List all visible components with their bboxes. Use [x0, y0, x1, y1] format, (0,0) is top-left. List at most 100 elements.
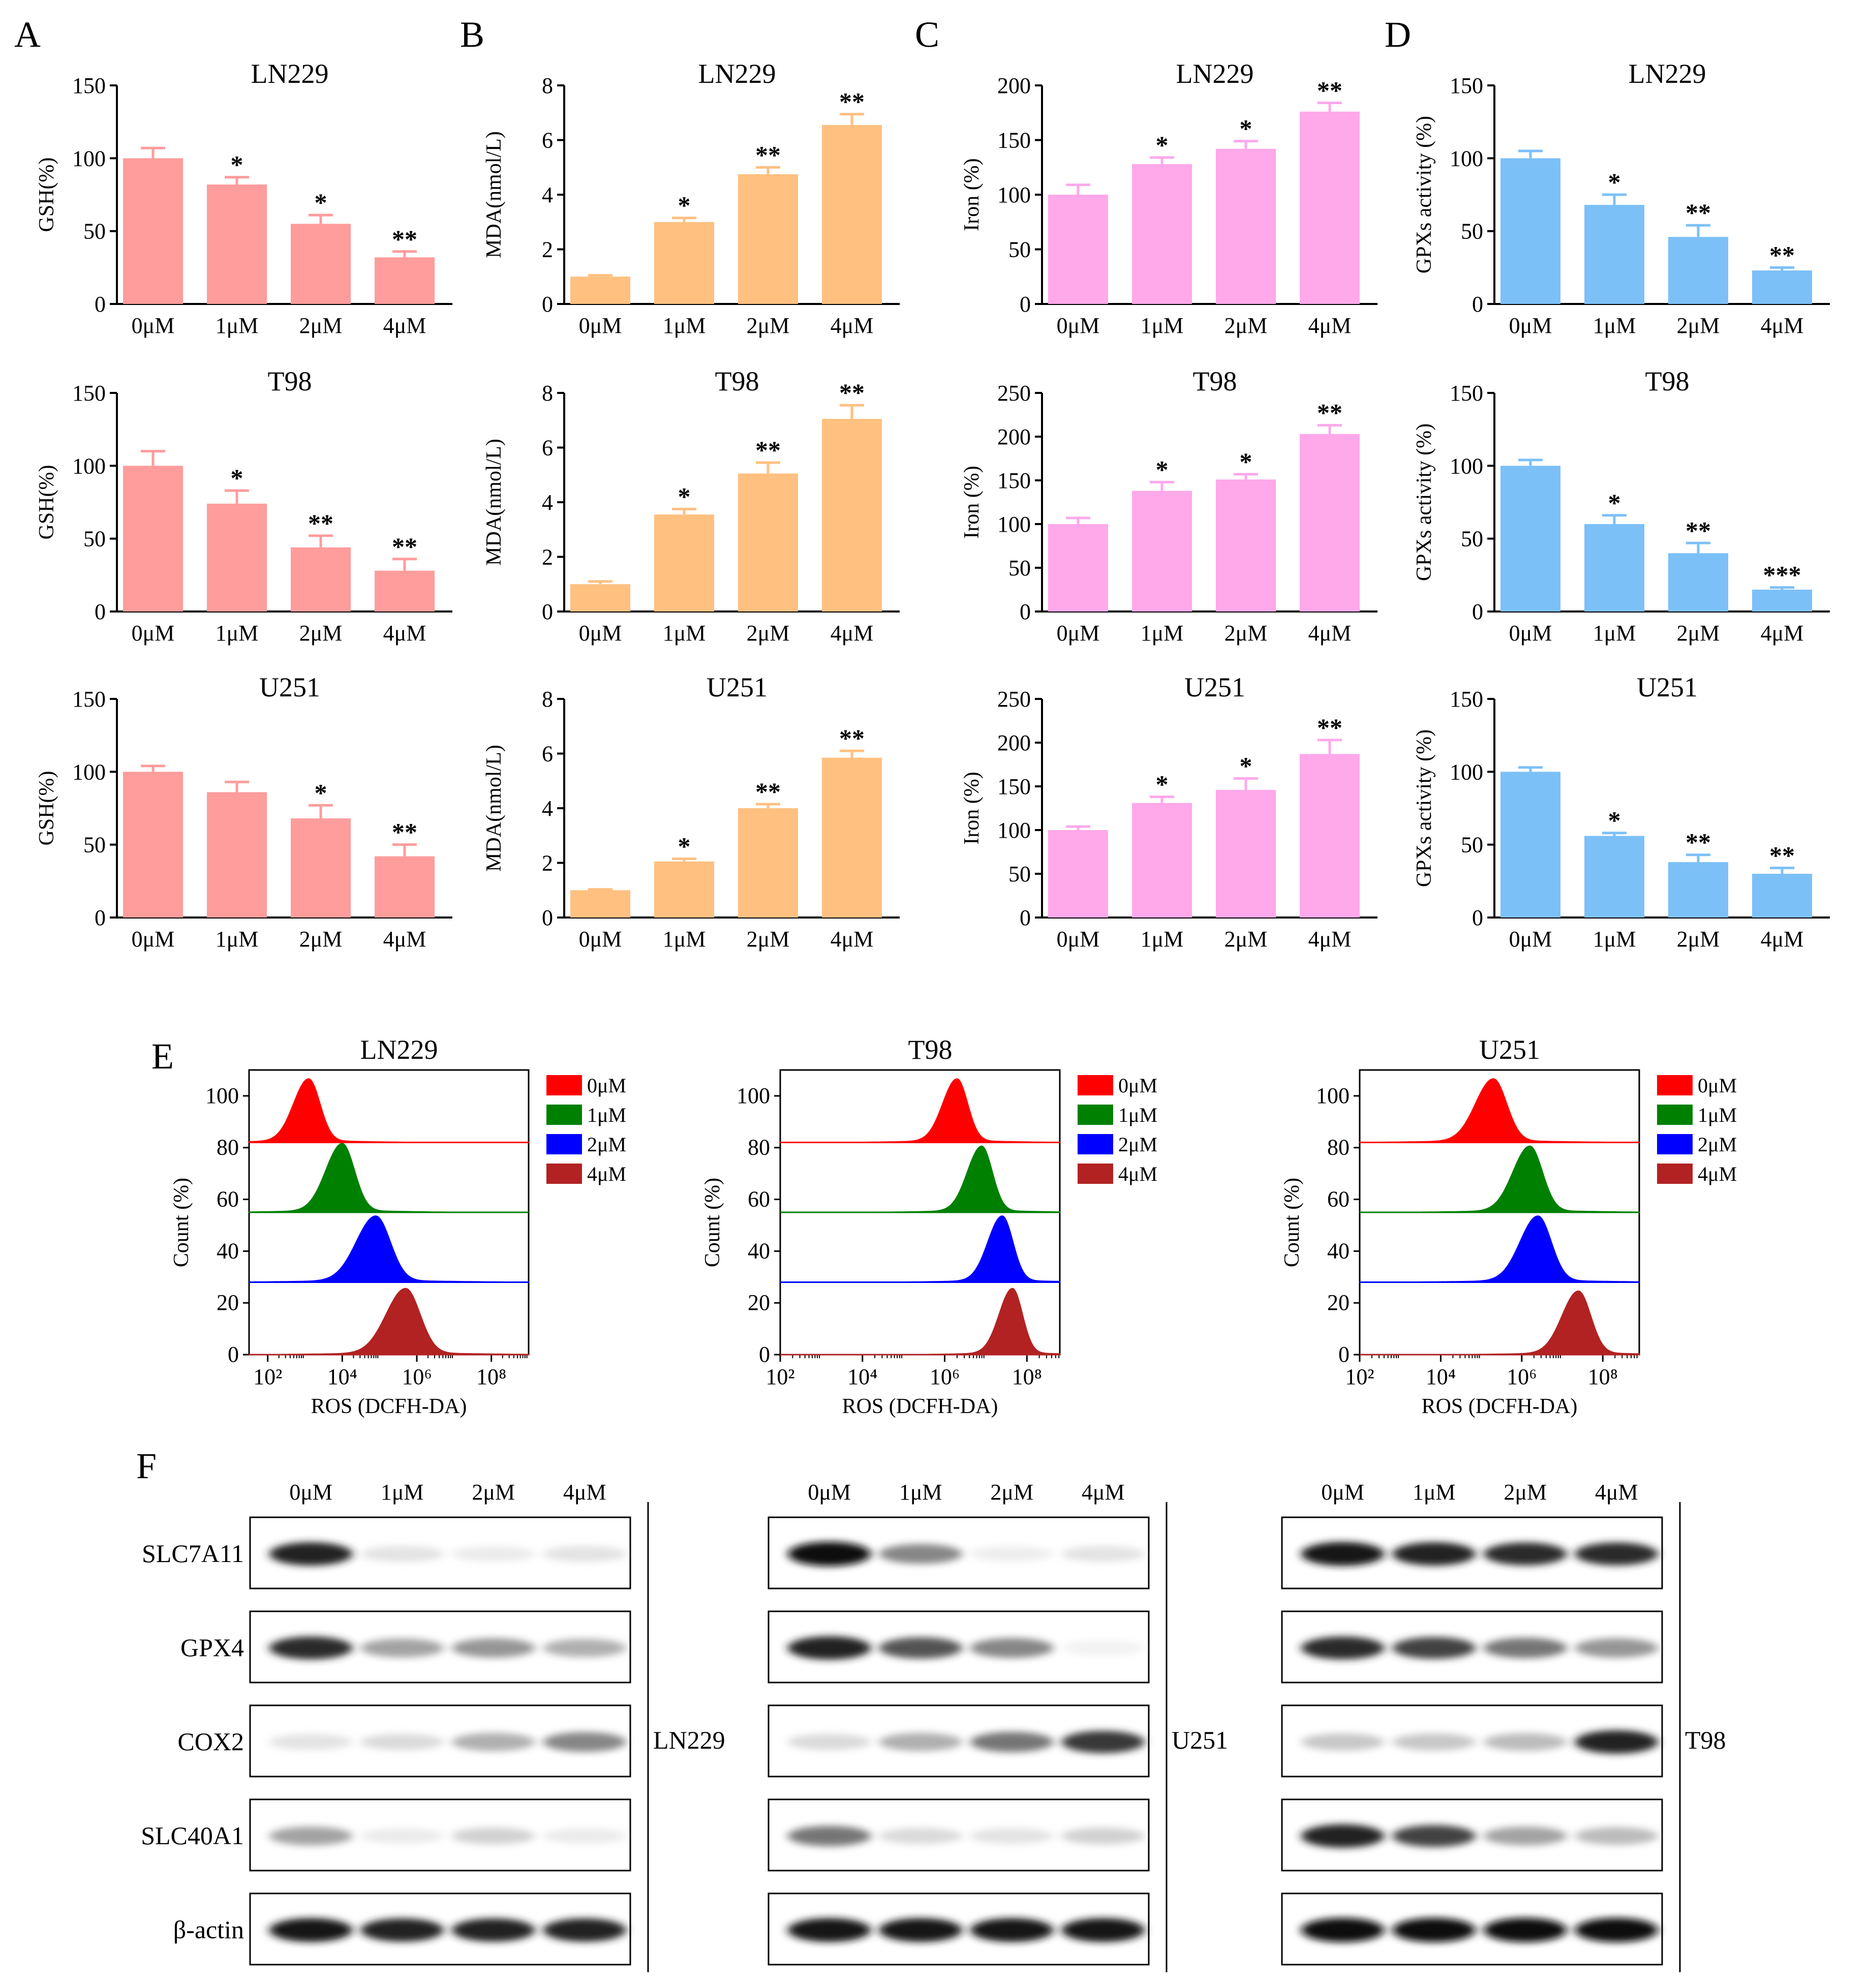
x-tick-label: 10⁶ [402, 1364, 432, 1389]
x-tick-label: 2μM [747, 621, 790, 646]
x-tick-label: 1μM [216, 927, 259, 952]
bar-0 [570, 890, 630, 917]
significance-mark: * [1240, 752, 1252, 780]
x-tick-label: 1μM [663, 927, 706, 952]
y-tick-label: 80 [748, 1135, 770, 1160]
bar-2 [1668, 237, 1728, 304]
bar-0 [570, 584, 630, 611]
panel-letter-e: E [151, 1036, 174, 1077]
y-tick-label: 60 [748, 1187, 770, 1212]
band [451, 1733, 535, 1751]
band [269, 1826, 353, 1846]
lane-label: 0μM [1321, 1480, 1364, 1505]
x-tick-label: 1μM [663, 313, 706, 338]
band [360, 1638, 444, 1658]
x-tick-label: 10⁶ [1507, 1364, 1537, 1389]
band [451, 1638, 535, 1658]
band [1483, 1638, 1567, 1658]
bar-1 [207, 184, 267, 304]
significance-mark: * [678, 191, 691, 220]
x-tick-label: 4μM [1308, 313, 1352, 338]
significance-mark: * [1156, 455, 1169, 483]
x-tick-label: 10⁸ [1012, 1364, 1042, 1389]
significance-mark: *** [1763, 561, 1801, 589]
histogram-1 [780, 1145, 1060, 1213]
lane-label: 0μM [808, 1480, 851, 1505]
y-tick-label: 0 [542, 905, 553, 930]
blot-cell-line-label: U251 [1172, 1726, 1228, 1754]
legend-label: 0μM [587, 1074, 626, 1097]
y-tick-label: 150 [72, 687, 106, 712]
y-tick-label: 150 [997, 468, 1031, 493]
chart-e-u251: 0 20 40 60 80 100 10² 10⁴ 10⁶ 10⁸ Count (%) ROS (DC… [1280, 1034, 1737, 1418]
y-tick-label: 6 [542, 128, 553, 153]
chart-c-ln229: 0 50 100 150 200 Iron (%) LN229 0μM * 1μM * 2μM ** 4μ… [960, 58, 1377, 338]
y-axis-label: MDA(nmol/L) [482, 439, 506, 566]
bar-2 [291, 818, 351, 917]
y-tick-label: 200 [997, 730, 1031, 755]
bar-2 [1216, 148, 1276, 304]
band [970, 1918, 1054, 1942]
legend-swatch-0 [1657, 1075, 1693, 1095]
bar-1 [207, 503, 267, 611]
y-tick-label: 0 [542, 599, 553, 624]
band [1061, 1640, 1145, 1656]
band [1301, 1542, 1385, 1566]
legend-label: 2μM [1118, 1133, 1157, 1156]
y-tick-label: 80 [1327, 1135, 1350, 1160]
band [1061, 1546, 1145, 1562]
blot-u251: 0μM 1μM 2μM 4μM U251 [768, 1480, 1228, 1972]
band [787, 1918, 871, 1942]
legend-label: 1μM [587, 1104, 626, 1126]
histogram-3 [780, 1288, 1060, 1355]
band [879, 1544, 963, 1564]
band [1061, 1918, 1145, 1942]
x-tick-label: 10² [765, 1364, 794, 1389]
protein-label: GPX4 [180, 1633, 244, 1662]
y-tick-label: 100 [1450, 453, 1483, 478]
significance-mark: ** [839, 724, 865, 752]
band [787, 1636, 871, 1660]
y-tick-label: 0 [1472, 292, 1483, 317]
y-tick-label: 60 [217, 1187, 239, 1212]
bar-0 [1048, 524, 1108, 611]
bar-1 [207, 792, 267, 917]
bar-3 [1300, 111, 1360, 304]
bar-1 [654, 861, 714, 917]
blot-cell-line-label: T98 [1685, 1726, 1726, 1754]
y-axis-label: GSH(%) [35, 465, 58, 540]
band [1575, 1827, 1659, 1845]
x-tick-label: 0μM [1509, 927, 1552, 952]
x-tick-label: 1μM [1141, 621, 1184, 646]
y-tick-label: 100 [737, 1083, 770, 1108]
bar-2 [1668, 553, 1728, 611]
y-tick-label: 150 [1450, 73, 1483, 98]
band [543, 1639, 627, 1657]
y-tick-label: 100 [72, 453, 106, 478]
y-tick-label: 150 [72, 73, 106, 98]
band [879, 1828, 963, 1844]
significance-mark: * [1608, 168, 1621, 196]
y-tick-label: 8 [542, 381, 553, 406]
y-tick-label: 100 [1450, 759, 1483, 784]
x-tick-label: 1μM [1141, 313, 1184, 338]
y-axis-label: Count (%) [170, 1178, 193, 1267]
significance-mark: ** [392, 532, 417, 561]
y-tick-label: 150 [72, 381, 106, 406]
band [970, 1638, 1054, 1658]
significance-mark: * [1608, 488, 1621, 517]
bar-1 [1584, 836, 1644, 917]
x-tick-label: 4μM [831, 621, 874, 646]
legend-swatch-2 [1078, 1134, 1113, 1154]
chart-a-t98: 0 50 100 150 GSH(%) T98 0μM * 1μM ** 2μM ** 4μM [35, 366, 452, 646]
band [1483, 1826, 1567, 1846]
y-axis-label: GPXs activity (%) [1413, 423, 1436, 581]
x-tick-label: 2μM [299, 927, 343, 952]
y-tick-label: 2 [542, 545, 553, 570]
band [1301, 1824, 1385, 1848]
band [1061, 1731, 1145, 1753]
significance-mark: ** [755, 436, 781, 464]
x-tick-label: 4μM [1308, 621, 1352, 646]
western-blots: SLC7A11 GPX4 COX2 SLC40A1 β-actin 0μM 1μM 2μM 4μ… [141, 1480, 1726, 1972]
x-tick-label: 10² [1345, 1364, 1374, 1389]
